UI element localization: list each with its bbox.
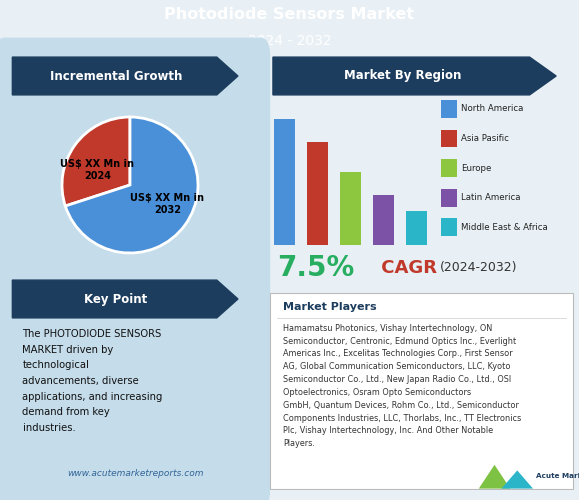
Text: Europe: Europe <box>461 164 492 172</box>
Polygon shape <box>12 57 238 95</box>
Text: Market Players: Market Players <box>283 302 377 312</box>
Text: Incremental Growth: Incremental Growth <box>50 70 182 82</box>
Bar <box>441 130 457 148</box>
Bar <box>441 189 457 206</box>
Text: (2024-2032): (2024-2032) <box>440 262 518 274</box>
Text: Acute Market Reports: Acute Market Reports <box>537 473 579 479</box>
Polygon shape <box>273 57 556 95</box>
Text: www.acutemarketreports.com: www.acutemarketreports.com <box>67 470 203 478</box>
Text: Market By Region: Market By Region <box>344 70 461 82</box>
Text: The PHOTODIODE SENSORS
MARKET driven by
technological
advancements, diverse
appl: The PHOTODIODE SENSORS MARKET driven by … <box>23 329 163 433</box>
Bar <box>441 159 457 177</box>
Polygon shape <box>12 280 238 318</box>
Text: Middle East & Africa: Middle East & Africa <box>461 223 548 232</box>
Bar <box>307 142 328 245</box>
Wedge shape <box>65 117 198 253</box>
Text: Asia Pasific: Asia Pasific <box>461 134 509 143</box>
FancyBboxPatch shape <box>270 294 573 489</box>
Bar <box>340 172 361 245</box>
Bar <box>274 119 295 245</box>
Bar <box>406 211 427 245</box>
FancyBboxPatch shape <box>0 38 270 500</box>
Text: Latin America: Latin America <box>461 193 521 202</box>
Bar <box>441 218 457 236</box>
Text: 2024 - 2032: 2024 - 2032 <box>248 34 331 48</box>
Text: North America: North America <box>461 104 523 114</box>
Text: Hamamatsu Photonics, Vishay Intertechnology, ON
Semiconductor, Centronic, Edmund: Hamamatsu Photonics, Vishay Intertechnol… <box>283 324 522 448</box>
Text: 7.5%: 7.5% <box>277 254 354 282</box>
Bar <box>373 194 394 245</box>
Text: Photodiode Sensors Market: Photodiode Sensors Market <box>164 7 415 22</box>
Polygon shape <box>501 470 533 488</box>
Text: US$ XX Mn in
2024: US$ XX Mn in 2024 <box>60 159 134 181</box>
Polygon shape <box>479 465 510 488</box>
Wedge shape <box>62 117 130 206</box>
Text: CAGR: CAGR <box>375 259 444 277</box>
Text: US$ XX Mn in
2032: US$ XX Mn in 2032 <box>130 193 204 215</box>
Text: Key Point: Key Point <box>84 292 148 306</box>
Bar <box>441 100 457 118</box>
